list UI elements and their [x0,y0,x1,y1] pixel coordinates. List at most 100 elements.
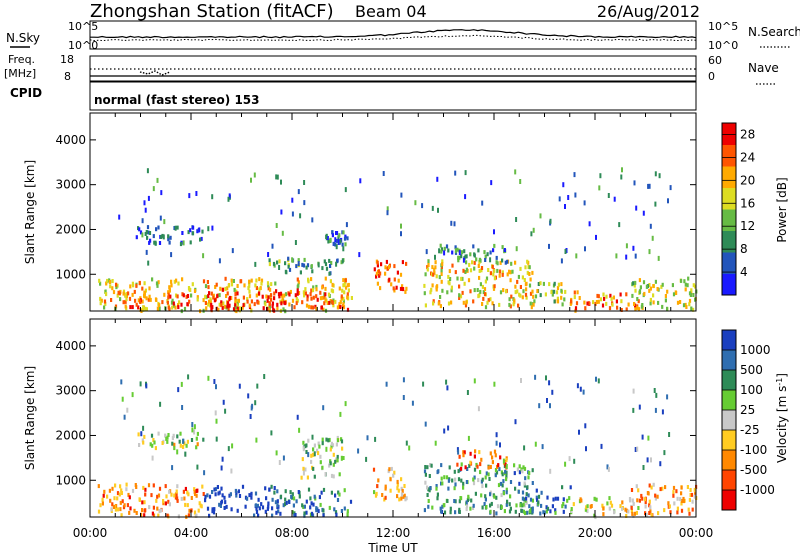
echo-cell [276,306,279,311]
echo-cell [607,193,610,198]
echo-cell [301,457,304,462]
echo-cell [457,477,461,482]
echo-cell [270,430,273,436]
echo-cell [154,446,157,451]
echo-cell [251,403,254,409]
echo-cell [427,263,430,267]
echo-cell [625,307,628,312]
echo-cell [334,299,337,304]
echo-cell [376,281,379,286]
echo-cell [158,306,161,311]
echo-cell [458,296,461,300]
echo-cell [196,464,199,470]
echo-cell [296,298,299,303]
echo-cell [458,293,461,298]
echo-cell [432,301,435,306]
echo-cell [229,492,232,497]
echo-cell [208,291,211,296]
echo-cell [625,508,629,513]
echo-cell [125,293,128,298]
echo-cell [534,374,537,380]
echo-cell [536,497,539,502]
echo-cell [140,512,143,517]
echo-cell [318,444,321,449]
echo-cell [499,455,502,460]
sky-tick-top-right: 10^5 [708,20,738,33]
echo-cell [667,198,669,204]
echo-cell [408,445,411,451]
echo-cell [498,269,502,274]
echo-cell [200,236,203,241]
echo-cell [162,501,165,506]
echo-cell [310,277,313,282]
echo-cell [158,509,161,514]
echo-cell [652,284,655,289]
velocity-data-layer [97,374,698,520]
echo-cell [262,306,265,311]
echo-cell [462,268,465,273]
echo-cell [652,300,655,305]
echo-cell [505,487,508,492]
echo-cell [213,379,216,384]
echo-cell [148,505,151,510]
echo-cell [331,230,334,235]
search-count-trace [89,34,697,42]
echo-cell [276,499,279,504]
echo-cell [300,475,303,480]
echo-cell [528,471,531,475]
echo-cell [215,384,217,390]
echo-cell [226,301,230,306]
echo-cell [214,492,217,497]
echo-cell [142,485,145,490]
echo-cell [424,303,427,308]
echo-cell [171,441,174,446]
echo-cell [201,229,204,234]
echo-cell [343,488,346,493]
echo-cell [270,297,273,302]
echo-cell [495,255,498,260]
echo-cell [162,234,165,240]
echo-cell [439,506,442,511]
echo-cell [311,305,314,310]
echo-cell [584,507,587,512]
echo-cell [498,273,501,278]
echo-cell [310,264,313,269]
echo-cell [323,301,326,306]
echo-cell [401,260,404,265]
echo-cell [304,467,307,472]
echo-cell [502,491,505,496]
echo-cell [504,469,507,474]
echo-cell [518,292,521,297]
echo-cell [514,486,517,491]
echo-cell [432,272,435,277]
echo-cell [164,484,167,489]
echo-cell [204,284,208,289]
echo-cell [393,470,396,475]
echo-cell [654,493,657,498]
echo-cell [456,247,459,252]
echo-cell [580,498,583,503]
echo-cell [505,490,508,495]
echo-cell [684,282,687,287]
colorbar-tick-label: -25 [740,423,760,437]
echo-cell [625,254,628,260]
sky-tick-bottom-left: 10^0 [68,39,98,52]
echo-cell [215,418,218,424]
echo-cell [495,440,498,446]
echo-cell [608,306,612,311]
echo-cell [551,292,554,297]
echo-cell [682,303,686,308]
echo-cell [454,499,457,504]
echo-cell [267,286,270,291]
echo-cell [321,295,324,300]
echo-cell [483,292,487,297]
echo-cell [221,456,224,462]
echo-cell [427,259,430,264]
echo-cell [508,509,512,514]
echo-cell [167,234,170,239]
echo-cell [484,475,487,480]
echo-cell [106,278,109,283]
echo-cell [345,222,348,228]
echo-cell [118,291,121,296]
